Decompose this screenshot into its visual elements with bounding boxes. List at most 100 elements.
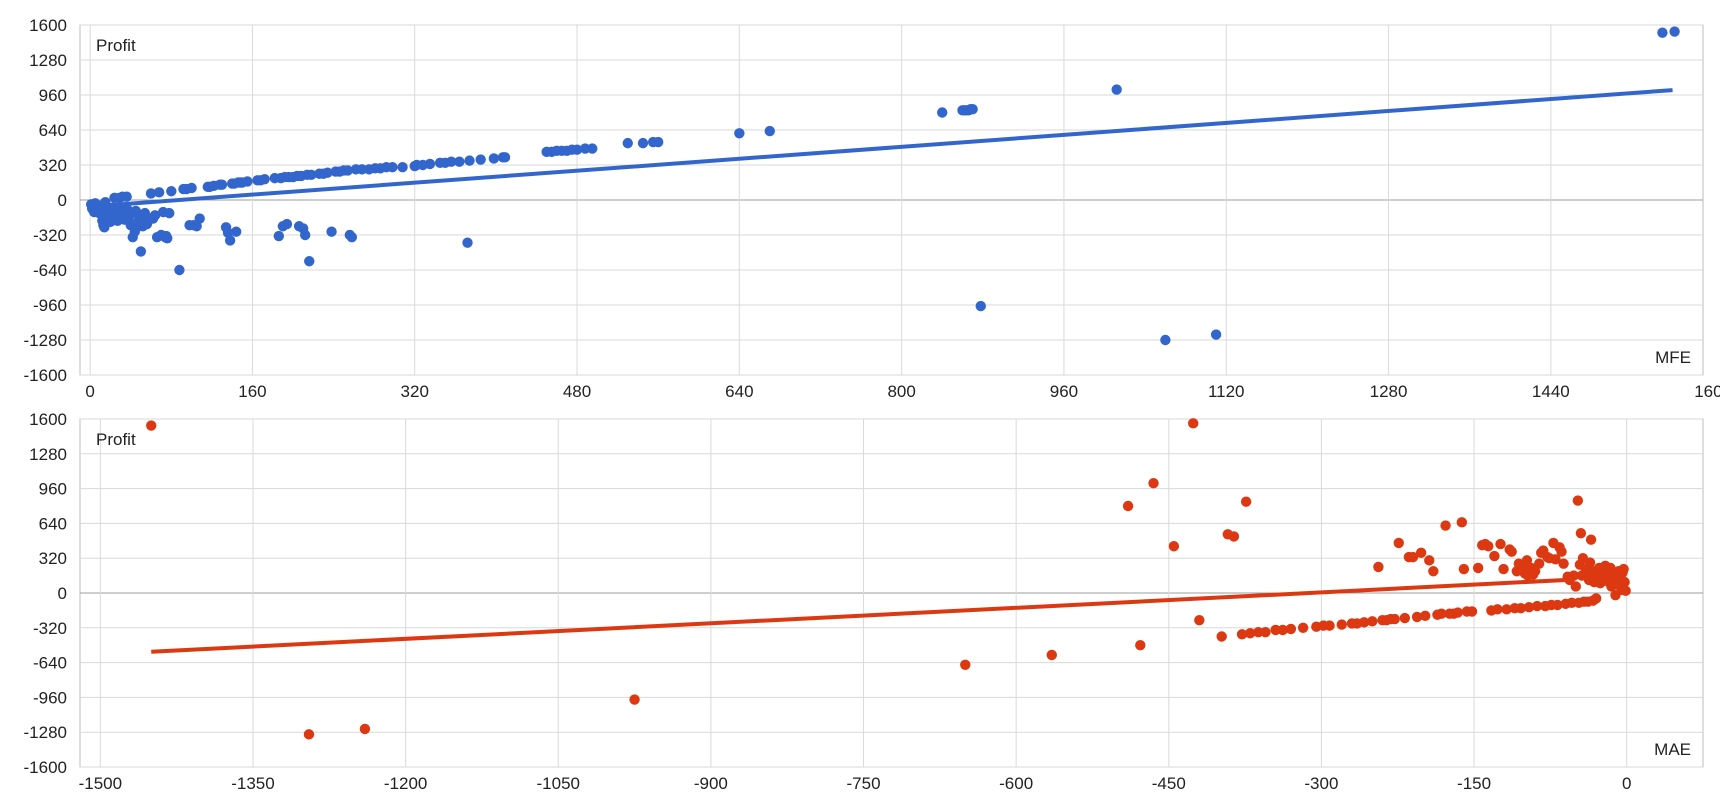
mfe-data-point: [734, 128, 745, 139]
mfe-data-point: [454, 156, 465, 167]
mae-data-point: [303, 729, 315, 740]
mae-x-tick-label: -600: [999, 774, 1033, 793]
mae-x-tick-label: -1350: [231, 774, 274, 793]
mae-data-point: [1228, 531, 1240, 542]
mae-data-point: [1531, 600, 1543, 612]
mfe-data-point: [216, 179, 228, 190]
mfe-data-point: [135, 246, 147, 257]
mae-data-point: [1440, 520, 1451, 531]
mfe-y-tick-label: -1600: [24, 366, 67, 385]
mae-x-tick-label: -1050: [537, 774, 580, 793]
mae-data-point: [1373, 561, 1384, 573]
mfe-data-point: [121, 191, 132, 202]
mae-data-point: [1529, 566, 1541, 577]
mae-y-tick-label: -960: [33, 688, 67, 707]
mae-y-tick-label: -640: [33, 654, 67, 673]
mae-data-point: [1415, 547, 1427, 558]
mae-x-tick-label: -750: [847, 774, 881, 793]
mae-data-point: [629, 694, 640, 705]
mae-data-point: [1411, 611, 1423, 623]
mfe-data-point: [304, 256, 315, 267]
mae-data-point: [1585, 534, 1597, 545]
mae-data-point: [1393, 537, 1404, 549]
mae-data-point: [1452, 607, 1463, 618]
mfe-data-point: [164, 207, 175, 219]
mae-x-tick-label: -300: [1304, 774, 1338, 793]
mae-x-axis-title: MAE: [1654, 740, 1691, 759]
mae-data-point: [1428, 566, 1439, 577]
mae-data-point: [1324, 620, 1335, 631]
mfe-data-point: [162, 233, 173, 244]
mfe-y-tick-label: 0: [58, 191, 67, 210]
mae-y-tick-label: 0: [58, 584, 67, 603]
mae-data-point: [1297, 622, 1309, 633]
mae-data-point: [1194, 614, 1205, 626]
mfe-data-point: [967, 104, 978, 115]
mae-data-point: [1556, 546, 1567, 557]
mae-data-point: [1407, 551, 1419, 563]
mfe-x-tick-label: 800: [887, 382, 915, 401]
mae-data-point: [1285, 623, 1297, 635]
mae-data-point: [1260, 626, 1271, 638]
mae-data-point: [1135, 640, 1146, 651]
mfe-x-tick-label: 1280: [1370, 382, 1408, 401]
mfe-data-point: [1111, 84, 1122, 95]
mfe-data-point: [652, 136, 664, 148]
mfe-y-axis-title: Profit: [96, 36, 136, 55]
mae-data-point: [1523, 601, 1535, 613]
mfe-data-point: [1669, 26, 1680, 37]
mae-data-point: [1244, 628, 1256, 639]
mfe-data-point: [637, 137, 649, 149]
mfe-data-point: [166, 186, 177, 197]
mfe-x-tick-label: 1120: [1208, 382, 1245, 401]
mae-data-point: [1590, 593, 1602, 604]
mae-data-point: [1506, 546, 1517, 557]
mfe-data-point: [975, 300, 986, 312]
mfe-data-point: [259, 174, 270, 185]
mfe-x-tick-label: 960: [1050, 382, 1078, 401]
mae-trendline: [151, 577, 1566, 654]
mfe-data-point: [1210, 329, 1222, 340]
mfe-data-point: [424, 158, 436, 170]
mae-data-point: [1615, 568, 1626, 579]
mfe-x-tick-label: 640: [725, 382, 753, 401]
mfe-data-point: [499, 152, 511, 163]
mfe-data-point: [462, 237, 473, 248]
mfe-data-point: [224, 235, 236, 246]
mae-data-point: [1236, 629, 1248, 640]
mfe-data-point: [273, 230, 285, 242]
mfe-profit-panel: 160012809606403200-320-640-960-1280-1600…: [24, 16, 1720, 401]
mfe-y-tick-label: -320: [33, 226, 67, 245]
mae-data-point: [1552, 599, 1563, 611]
mae-y-axis-title: Profit: [96, 430, 136, 449]
mae-data-point: [1216, 631, 1227, 642]
mae-data-point: [1424, 555, 1435, 566]
mfe-data-point: [231, 226, 242, 237]
mae-y-tick-label: 960: [39, 480, 67, 499]
mae-data-point: [1466, 606, 1478, 617]
mae-data-point: [1533, 558, 1545, 569]
mae-data-point: [1575, 527, 1587, 539]
mfe-data-point: [299, 229, 311, 241]
mfe-x-tick-label: 320: [401, 382, 429, 401]
mfe-x-tick-label: 1600: [1694, 382, 1720, 401]
mfe-data-point: [587, 143, 598, 154]
mae-y-tick-label: 640: [39, 514, 67, 533]
mfe-y-tick-label: 1280: [29, 51, 67, 70]
mfe-data-point: [446, 156, 457, 167]
mae-data-point: [1420, 610, 1431, 622]
mae-data-point: [1498, 563, 1509, 575]
mae-data-point: [1148, 477, 1159, 489]
mae-data-point: [1046, 649, 1057, 661]
mae-data-point: [1483, 541, 1494, 552]
mae-data-point: [1270, 624, 1281, 636]
mae-data-point: [1489, 550, 1500, 562]
mfe-x-tick-label: 160: [238, 382, 266, 401]
mfe-data-point: [571, 144, 583, 155]
mfe-data-point: [764, 125, 775, 137]
mae-data-point: [1570, 581, 1582, 592]
mae-x-tick-label: -1500: [79, 774, 122, 793]
mfe-data-point: [397, 161, 408, 173]
